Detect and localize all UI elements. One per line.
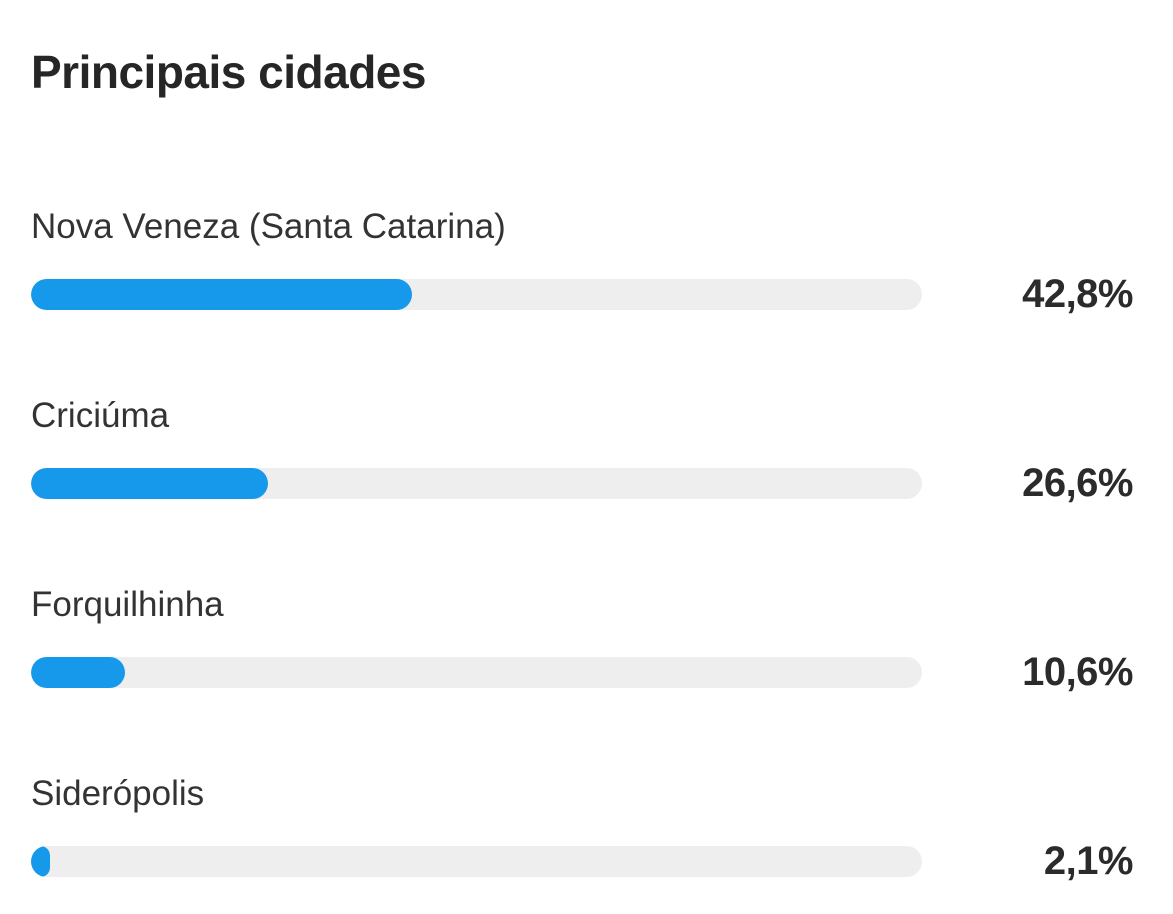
city-name: Nova Veneza (Santa Catarina)	[31, 207, 506, 246]
progress-track	[31, 656, 922, 688]
bar-line: 26,6%	[31, 461, 1134, 505]
percentage-value: 26,6%	[1022, 461, 1133, 505]
city-name: Forquilhinha	[31, 585, 224, 624]
progress-track	[31, 467, 922, 499]
progress-track	[31, 278, 922, 310]
bar-line: 2,1%	[31, 839, 1134, 883]
city-row: Siderópolis 2,1%	[31, 772, 1134, 883]
progress-fill	[31, 467, 268, 499]
percentage-value: 2,1%	[1043, 839, 1134, 883]
page-title: Principais cidades	[31, 46, 426, 98]
percentage-value: 10,6%	[1022, 650, 1133, 694]
bar-line: 10,6%	[31, 650, 1134, 694]
progress-track	[31, 845, 922, 877]
percentage-value: 42,8%	[1022, 272, 1133, 316]
city-name: Criciúma	[31, 396, 170, 435]
city-row: Nova Veneza (Santa Catarina) 42,8%	[31, 205, 1134, 316]
bar-line: 42,8%	[31, 272, 1134, 316]
progress-fill	[31, 656, 126, 688]
progress-fill	[31, 845, 50, 877]
city-row: Criciúma 26,6%	[31, 394, 1134, 505]
city-row: Forquilhinha 10,6%	[31, 583, 1134, 694]
city-name: Siderópolis	[31, 774, 205, 813]
city-bar-list: Nova Veneza (Santa Catarina) 42,8% Crici…	[31, 205, 1134, 883]
progress-fill	[31, 278, 413, 310]
